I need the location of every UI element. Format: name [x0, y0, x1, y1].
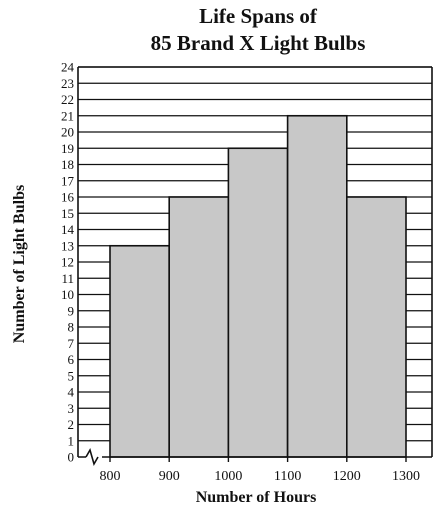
y-tick-label-19: 19	[61, 141, 74, 156]
bar-800-900	[109, 244, 171, 458]
y-tick-label-4: 4	[68, 385, 75, 400]
axis-break-zigzag	[85, 447, 99, 467]
y-tick-label-17: 17	[61, 173, 75, 188]
chart-title-line-2: 85 Brand X Light Bulbs	[151, 31, 366, 55]
bars	[109, 114, 407, 458]
axis-break-symbol	[85, 447, 102, 467]
bar-1100-1200	[286, 114, 348, 458]
x-tick-label-1300: 1300	[392, 469, 420, 484]
x-tick-label-900: 900	[159, 469, 180, 484]
plot-frame	[77, 66, 433, 458]
y-tick-label-0: 0	[68, 450, 75, 465]
y-axis-label: Number of Light Bulbs	[11, 185, 28, 343]
y-tick-label-11: 11	[61, 271, 74, 286]
x-axis-ticks: 800 900 1000 1100 1200 1300	[100, 457, 420, 484]
y-tick-label-7: 7	[68, 336, 75, 351]
x-axis-label: Number of Hours	[196, 489, 317, 506]
y-tick-label-3: 3	[68, 401, 75, 416]
y-tick-label-1: 1	[68, 433, 75, 448]
bar-1000-1100	[227, 147, 289, 458]
y-tick-label-20: 20	[61, 125, 74, 140]
axis-break-gap	[86, 451, 102, 463]
x-tick-label-1200: 1200	[333, 469, 361, 484]
y-tick-label-21: 21	[61, 108, 74, 123]
y-tick-label-10: 10	[61, 287, 74, 302]
x-tick-label-1100: 1100	[274, 469, 301, 484]
y-tick-label-5: 5	[68, 368, 75, 383]
y-tick-label-9: 9	[68, 303, 75, 318]
y-tick-label-2: 2	[68, 417, 75, 432]
chart-title-line-1: Life Spans of	[199, 4, 318, 28]
chart-title: Life Spans of 85 Brand X Light Bulbs	[151, 4, 366, 55]
y-tick-label-18: 18	[61, 157, 74, 172]
y-tick-label-8: 8	[68, 320, 75, 335]
y-tick-label-16: 16	[61, 190, 75, 205]
y-tick-label-14: 14	[61, 222, 75, 237]
y-tick-label-22: 22	[61, 92, 74, 107]
x-tick-label-1000: 1000	[214, 469, 242, 484]
y-tick-label-6: 6	[68, 352, 75, 367]
y-tick-label-13: 13	[61, 238, 74, 253]
x-tick-label-800: 800	[100, 469, 121, 484]
y-tick-label-15: 15	[61, 206, 74, 221]
bar-1200-1300	[345, 196, 407, 458]
y-tick-label-12: 12	[61, 255, 74, 270]
bar-900-1000	[168, 196, 230, 458]
y-tick-label-23: 23	[61, 76, 74, 91]
y-tick-label-24: 24	[61, 60, 75, 75]
